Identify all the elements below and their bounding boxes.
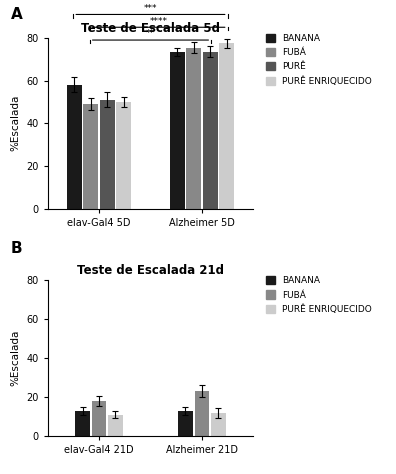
- Bar: [67, 85, 82, 209]
- Text: ***: ***: [144, 4, 157, 13]
- Bar: [100, 100, 115, 209]
- Bar: [91, 401, 107, 436]
- Bar: [116, 102, 131, 209]
- Bar: [186, 47, 201, 209]
- Bar: [170, 52, 185, 209]
- Text: ****: ****: [150, 17, 168, 26]
- Text: A: A: [10, 7, 22, 22]
- Bar: [194, 391, 209, 436]
- Text: B: B: [10, 240, 22, 255]
- Bar: [211, 412, 226, 436]
- Legend: BANANA, FUBÁ, PURÊ, PURÊ ENRIQUECIDO: BANANA, FUBÁ, PURÊ, PURÊ ENRIQUECIDO: [266, 34, 372, 86]
- Bar: [178, 410, 193, 436]
- Bar: [75, 410, 90, 436]
- Y-axis label: %Escalada: %Escalada: [11, 330, 21, 386]
- Bar: [219, 43, 234, 209]
- Text: **: **: [146, 29, 155, 38]
- Title: Teste de Escalada 21d: Teste de Escalada 21d: [77, 264, 224, 277]
- Legend: BANANA, FUBÁ, PURÊ ENRIQUECIDO: BANANA, FUBÁ, PURÊ ENRIQUECIDO: [266, 276, 372, 314]
- Bar: [108, 415, 123, 436]
- Bar: [203, 52, 218, 209]
- Y-axis label: %Escalada: %Escalada: [11, 95, 21, 151]
- Bar: [83, 104, 98, 209]
- Title: Teste de Escalada 5d: Teste de Escalada 5d: [81, 22, 220, 36]
